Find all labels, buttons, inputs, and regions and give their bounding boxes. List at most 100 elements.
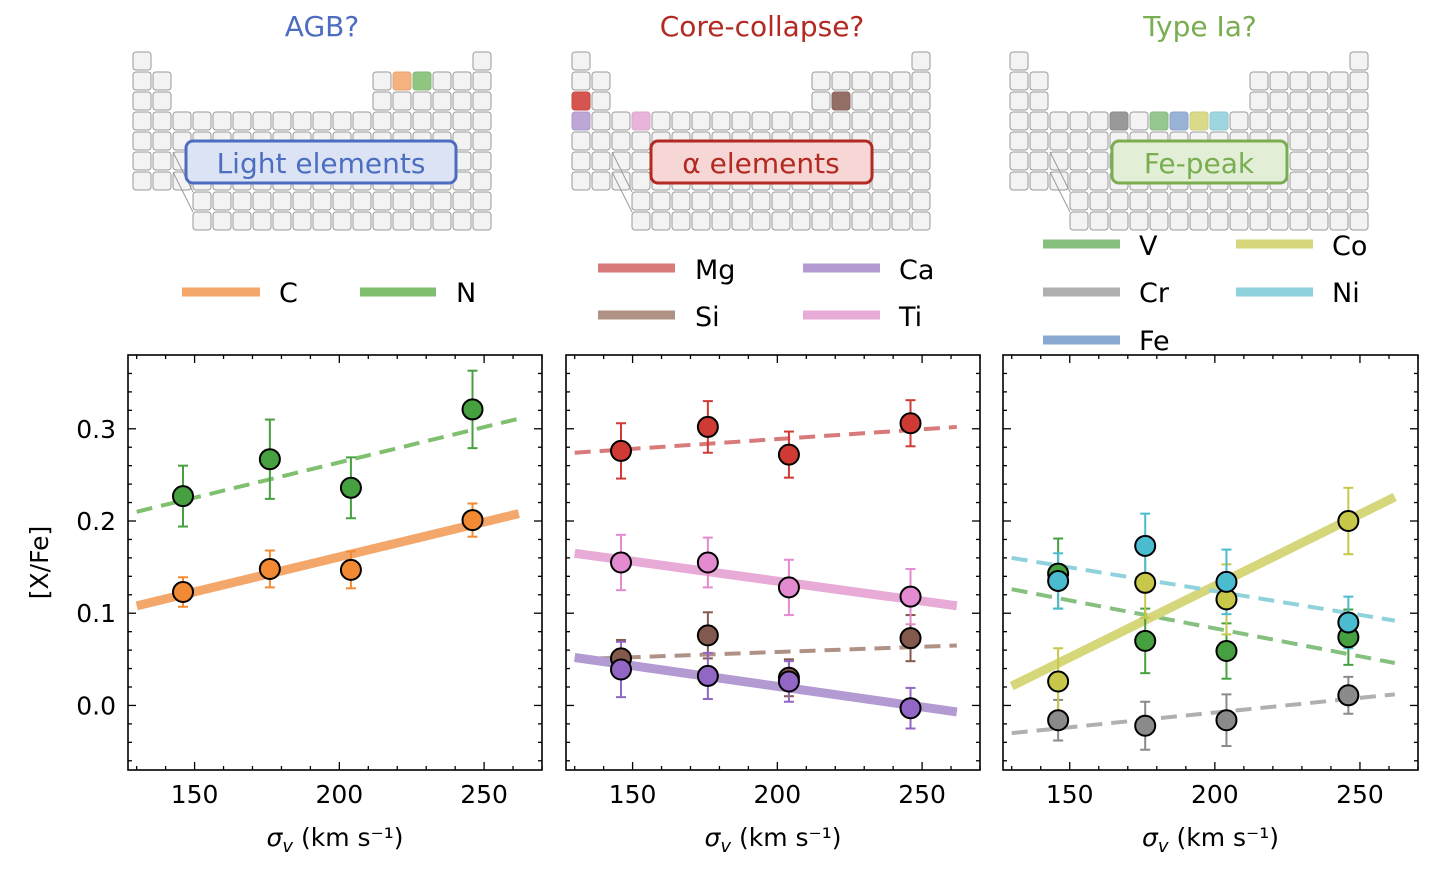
pt-cell — [272, 211, 292, 231]
x-tick-label: 250 — [898, 780, 946, 809]
pt-cell — [1169, 211, 1189, 231]
pt-cell — [1049, 111, 1069, 131]
pt-cell — [911, 111, 931, 131]
pt-cell — [1189, 191, 1209, 211]
legend-label-ca: Ca — [899, 255, 934, 286]
y-tick-label: 0.2 — [76, 507, 116, 536]
pt-cell — [1069, 211, 1089, 231]
data-point-ni — [1047, 569, 1070, 592]
data-point-ti — [610, 551, 633, 574]
pt-cell — [372, 191, 392, 211]
pt-cell — [252, 191, 272, 211]
data-point-ca — [610, 658, 633, 681]
pt-cell — [1309, 151, 1329, 171]
pt-cell — [1029, 111, 1049, 131]
pt-cell — [1069, 131, 1089, 151]
data-point-ni — [1134, 534, 1157, 557]
data-point-si — [696, 624, 719, 647]
pt-cell — [1209, 211, 1229, 231]
x-tick-label: 200 — [315, 780, 363, 809]
pt-cell — [152, 171, 172, 191]
pt-cell — [891, 171, 911, 191]
pt-cell-cr — [1109, 111, 1129, 131]
pt-cell — [871, 171, 891, 191]
x-axis-label: σv (km s⁻¹) — [705, 823, 842, 857]
pt-cell-c — [392, 71, 412, 91]
pt-cell — [412, 211, 432, 231]
pt-cell — [1029, 171, 1049, 191]
fit-line-mg — [574, 424, 957, 455]
pt-cell — [1089, 191, 1109, 211]
pt-cell — [851, 71, 871, 91]
pt-cell — [432, 191, 452, 211]
pt-cell — [252, 211, 272, 231]
legend-panel-3: V Co Cr Ni Fe — [1043, 231, 1367, 357]
x-tick-label: 250 — [1336, 780, 1384, 809]
pt-cell — [571, 151, 591, 171]
pt-cell — [1129, 111, 1149, 131]
pt-cell — [811, 211, 831, 231]
pt-cell — [1009, 131, 1029, 151]
pt-cell — [232, 211, 252, 231]
pt-cell — [1089, 131, 1109, 151]
plot-frame — [1002, 354, 1419, 771]
fit-line-ti — [574, 548, 958, 611]
data-point-cr — [1134, 714, 1157, 737]
fit-line-si — [574, 643, 957, 662]
pt-cell — [1229, 191, 1249, 211]
x-tick-label: 150 — [171, 780, 219, 809]
pt-cell — [452, 71, 472, 91]
pt-cell — [152, 111, 172, 131]
legend-label-n: N — [456, 278, 476, 309]
pt-cell — [691, 191, 711, 211]
pt-cell — [691, 211, 711, 231]
pt-cell — [1069, 151, 1089, 171]
pt-cell — [1029, 151, 1049, 171]
pt-cell — [631, 131, 651, 151]
pt-cell — [671, 111, 691, 131]
pt-cell — [152, 151, 172, 171]
pt-cell — [851, 191, 871, 211]
pt-cell — [1289, 91, 1309, 111]
pt-cell — [1029, 131, 1049, 151]
pt-cell — [671, 191, 691, 211]
legend-panel-2: Mg Ca Si Ti — [598, 255, 934, 333]
pt-cell — [412, 91, 432, 111]
pt-cell — [1349, 111, 1369, 131]
group-label-alpha-text: α elements — [682, 147, 839, 180]
panel-title-agb: AGB? — [285, 10, 359, 43]
data-point-ti — [696, 551, 719, 574]
data-point-ca — [899, 697, 922, 720]
pt-cell — [1009, 91, 1029, 111]
pt-cell — [911, 71, 931, 91]
legend-label-fe: Fe — [1139, 326, 1170, 357]
pt-cell — [1309, 71, 1329, 91]
pt-cell — [631, 211, 651, 231]
pt-cell — [591, 111, 611, 131]
pt-cell — [891, 211, 911, 231]
plot-panel-light: 150 200 250 0.0 0.1 0.2 0.3 [X/Fe] σv (km s⁻¹) — [25, 354, 543, 857]
pt-cell — [891, 111, 911, 131]
pt-cell — [472, 51, 492, 71]
pt-cell — [452, 111, 472, 131]
pt-cell — [1069, 171, 1089, 191]
pt-cell — [252, 111, 272, 131]
pt-cell — [911, 191, 931, 211]
data-point-n — [172, 485, 195, 508]
fit-line-n — [136, 416, 520, 514]
pt-cell — [1169, 191, 1189, 211]
pt-cell — [591, 171, 611, 191]
pt-cell — [731, 211, 751, 231]
pt-cell — [212, 191, 232, 211]
pt-cell — [631, 171, 651, 191]
data-point-n — [339, 476, 362, 499]
x-axis-label: σv (km s⁻¹) — [1142, 823, 1279, 857]
pt-cell — [332, 111, 352, 131]
pt-cell — [1149, 211, 1169, 231]
pt-cell — [831, 191, 851, 211]
pt-cell — [911, 211, 931, 231]
pt-cell — [352, 191, 372, 211]
pt-cell — [791, 111, 811, 131]
pt-cell — [811, 191, 831, 211]
